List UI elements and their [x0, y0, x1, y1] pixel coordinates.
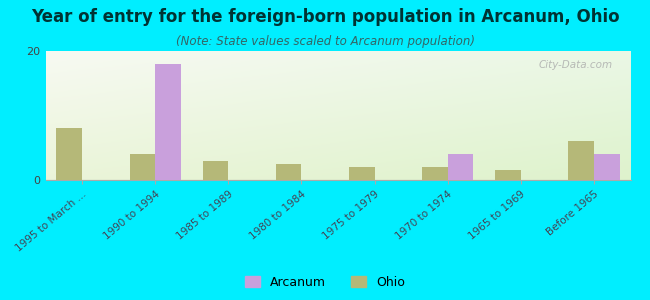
Bar	[57, 128, 82, 180]
Bar	[349, 167, 374, 180]
Text: (Note: State values scaled to Arcanum population): (Note: State values scaled to Arcanum po…	[176, 34, 474, 47]
Text: City-Data.com: City-Data.com	[539, 60, 613, 70]
Bar	[594, 154, 619, 180]
Legend: Arcanum, Ohio: Arcanum, Ohio	[240, 271, 410, 294]
Bar	[276, 164, 302, 180]
Bar	[155, 64, 181, 180]
Bar	[448, 154, 473, 180]
Bar	[495, 170, 521, 180]
Bar	[568, 141, 594, 180]
Bar	[203, 161, 228, 180]
Bar	[422, 167, 448, 180]
Bar	[129, 154, 155, 180]
Text: Year of entry for the foreign-born population in Arcanum, Ohio: Year of entry for the foreign-born popul…	[31, 8, 619, 26]
